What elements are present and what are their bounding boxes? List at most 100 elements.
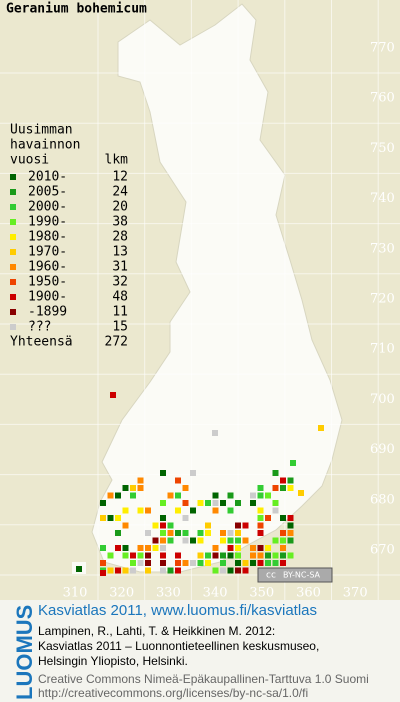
observation-square: [175, 552, 181, 559]
legend-count: 24: [112, 185, 128, 200]
grid-x-label: 360: [296, 586, 321, 601]
observation-square: [205, 530, 211, 536]
observation-square: [100, 515, 106, 521]
observation-square: [182, 485, 189, 491]
observation-square: [115, 530, 121, 536]
observation-square: [257, 552, 264, 559]
legend-label: 1990-: [28, 215, 67, 230]
license-text: http://creativecommons.org/licenses/by-n…: [38, 686, 308, 700]
observation-square: [298, 490, 304, 496]
observation-square: [212, 567, 219, 574]
observation-square: [160, 500, 166, 506]
observation-square: [110, 392, 116, 398]
observation-square: [145, 507, 151, 514]
legend-label: 2010-: [28, 170, 67, 185]
observation-square: [107, 492, 114, 499]
observation-square: [167, 492, 174, 499]
observation-square: [280, 530, 286, 536]
observation-square: [115, 567, 121, 574]
logo: LUOMUS: [12, 605, 37, 700]
observation-square: [242, 560, 249, 566]
observation-square: [167, 567, 174, 574]
legend-count: 13: [112, 245, 128, 260]
legend-column: vuosi: [10, 153, 49, 168]
observation-square: [257, 492, 264, 499]
legend-count: 38: [112, 215, 128, 230]
observation-square: [190, 470, 196, 476]
grid-x-label: 310: [63, 586, 88, 601]
legend-label: 1960-: [28, 260, 67, 275]
observation-square: [182, 530, 189, 536]
observation-square: [115, 515, 121, 521]
observation-square: [115, 492, 121, 499]
observation-square: [280, 515, 286, 521]
observation-square: [122, 545, 129, 551]
observation-square: [227, 530, 234, 536]
legend-swatch: [10, 189, 16, 195]
observation-square: [107, 567, 114, 574]
observation-square: [280, 560, 286, 566]
observation-square: [235, 500, 241, 506]
observation-square: [167, 530, 174, 536]
observation-square: [265, 492, 271, 499]
observation-square: [280, 485, 286, 491]
legend-swatch: [10, 234, 16, 240]
observation-square: [227, 552, 234, 559]
observation-square: [235, 522, 241, 529]
observation-square: [257, 522, 264, 529]
finland-outline: [91, 3, 343, 573]
observation-square: [122, 552, 129, 559]
grid-y-label: 750: [370, 141, 395, 156]
observation-square: [137, 552, 144, 559]
observation-square: [100, 545, 106, 551]
observation-square: [197, 500, 204, 506]
legend-count: 15: [112, 320, 128, 335]
legend-swatch: [10, 219, 16, 225]
observation-square: [290, 460, 296, 466]
observation-square: [205, 500, 211, 506]
grid-y-label: 730: [370, 241, 395, 256]
observation-square: [160, 560, 166, 566]
observation-square: [190, 507, 196, 514]
observation-square: [130, 567, 136, 574]
observation-square: [145, 567, 151, 574]
atlas-link: Kasviatlas 2011, www.luomus.fi/kasviatla…: [38, 602, 317, 619]
observation-square: [257, 530, 264, 536]
observation-square: [220, 567, 226, 574]
observation-square: [272, 507, 279, 514]
grid-y-label: 720: [370, 292, 395, 307]
observation-square: [212, 507, 219, 514]
observation-square: [257, 515, 264, 521]
observation-square: [265, 552, 271, 559]
observation-square: [272, 500, 279, 506]
observation-square: [205, 552, 211, 559]
observation-square: [160, 567, 166, 574]
observation-square: [100, 500, 106, 506]
observation-square: [212, 430, 218, 436]
cc-icon: cc: [266, 571, 276, 581]
observation-square: [107, 515, 114, 521]
legend-count: 20: [112, 200, 128, 215]
observation-square: [265, 560, 271, 566]
observation-square: [152, 537, 159, 544]
observation-square: [265, 545, 271, 551]
observation-square: [287, 477, 294, 484]
observation-square: [137, 560, 144, 566]
observation-square: [212, 545, 219, 551]
observation-square: [137, 545, 144, 551]
observation-square: [145, 560, 151, 566]
observation-square: [235, 552, 241, 559]
legend-swatch: [10, 264, 16, 270]
observation-square: [137, 485, 144, 491]
observation-square: [235, 567, 241, 574]
legend-count: 11: [112, 305, 128, 320]
legend-swatch: [10, 324, 16, 330]
grid-y-label: 740: [370, 191, 395, 206]
observation-square: [227, 537, 234, 544]
observation-square: [250, 500, 256, 506]
legend-swatch: [10, 309, 16, 315]
observation-square: [257, 545, 264, 551]
observation-square: [197, 560, 204, 566]
observation-square: [160, 470, 166, 476]
